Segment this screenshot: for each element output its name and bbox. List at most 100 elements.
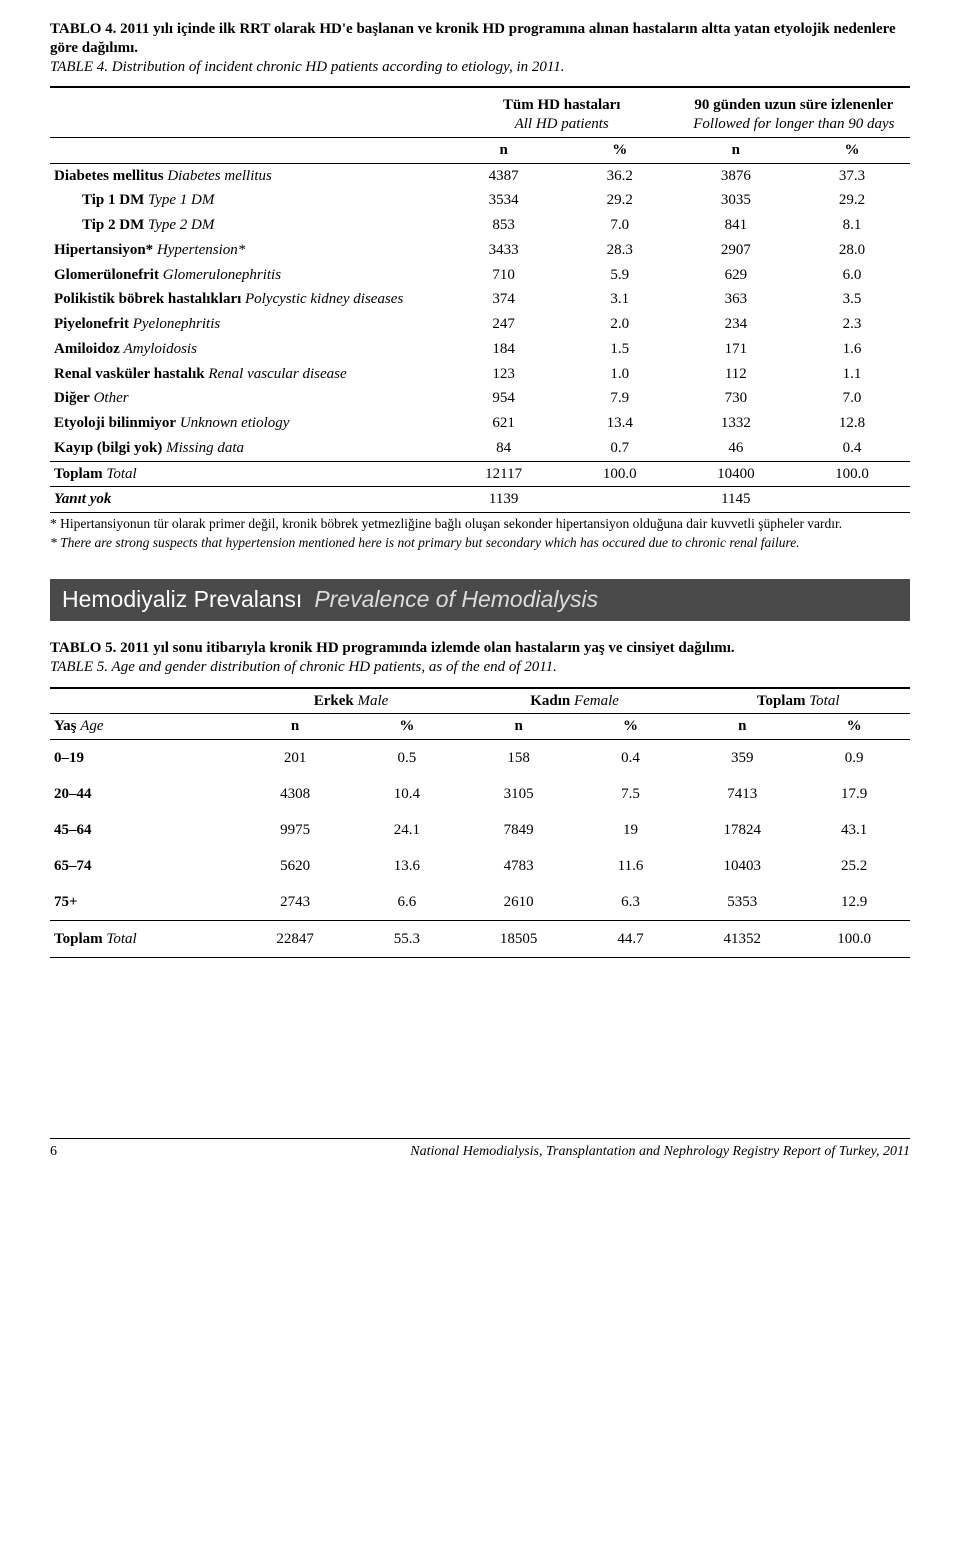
footer-text: National Hemodialysis, Transplantation a… [410, 1143, 910, 1161]
cell: 4308 [239, 776, 351, 812]
row-label: Diğer Other [50, 386, 446, 411]
cell: 10.4 [351, 776, 463, 812]
cell: 29.2 [562, 188, 678, 213]
cell: 7413 [686, 776, 798, 812]
sub-n2: n [678, 138, 794, 163]
cell: 100.0 [794, 462, 910, 487]
cell: 158 [463, 740, 575, 776]
row-label: Tip 1 DM Type 1 DM [50, 188, 446, 213]
cell: 730 [678, 386, 794, 411]
cell: 28.3 [562, 238, 678, 263]
cell: 1139 [446, 487, 562, 512]
cell: 100.0 [798, 921, 910, 957]
cell: 2.3 [794, 312, 910, 337]
cell: 2743 [239, 884, 351, 920]
table-row: 20–44430810.431057.5741317.9 [50, 776, 910, 812]
cell: 1.6 [794, 337, 910, 362]
row-label: Toplam Total [50, 921, 239, 957]
age-cell: 75+ [50, 884, 239, 920]
cell: 1.0 [562, 362, 678, 387]
cell: 0.9 [798, 740, 910, 776]
cell: 3433 [446, 238, 562, 263]
table4: Tüm HD hastaları All HD patients 90 günd… [50, 88, 910, 513]
t5-s5: % [798, 714, 910, 739]
cell: 1.1 [794, 362, 910, 387]
cell: 29.2 [794, 188, 910, 213]
row-label: Amiloidoz Amyloidosis [50, 337, 446, 362]
row-label: Polikistik böbrek hastalıkları Polycysti… [50, 287, 446, 312]
cell: 5620 [239, 848, 351, 884]
cell: 2.0 [562, 312, 678, 337]
table-row: Hipertansiyon* Hypertension*343328.32907… [50, 238, 910, 263]
cell: 3876 [678, 164, 794, 189]
cell: 171 [678, 337, 794, 362]
cell: 22847 [239, 921, 351, 957]
cell: 0.4 [794, 436, 910, 461]
section-heading: Hemodiyaliz Prevalansı Prevalence of Hem… [50, 579, 910, 621]
cell: 841 [678, 213, 794, 238]
cell: 4387 [446, 164, 562, 189]
t5-age-tr: Yaş [54, 718, 77, 734]
cell: 7.0 [562, 213, 678, 238]
hdr-group2-tr: 90 günden uzun süre izlenenler [694, 97, 893, 113]
cell: 6.6 [351, 884, 463, 920]
table-row: Diabetes mellitus Diabetes mellitus43873… [50, 164, 910, 189]
cell: 41352 [686, 921, 798, 957]
row-label: Toplam Total [50, 462, 446, 487]
age-cell: 0–19 [50, 740, 239, 776]
sub-p2: % [794, 138, 910, 163]
section-tr: Hemodiyaliz Prevalansı [62, 585, 302, 614]
cell: 954 [446, 386, 562, 411]
table4-footnote-en: * There are strong suspects that hyperte… [50, 535, 910, 551]
t5-s3: % [575, 714, 687, 739]
cell: 5.9 [562, 263, 678, 288]
cell: 123 [446, 362, 562, 387]
cell: 46 [678, 436, 794, 461]
cell: 10403 [686, 848, 798, 884]
t5-h2-tr: Kadın [530, 693, 570, 709]
cell: 112 [678, 362, 794, 387]
cell: 1.5 [562, 337, 678, 362]
row-label: Tip 2 DM Type 2 DM [50, 213, 446, 238]
age-cell: 20–44 [50, 776, 239, 812]
table-row: Tip 1 DM Type 1 DM353429.2303529.2 [50, 188, 910, 213]
cell: 3105 [463, 776, 575, 812]
cell: 0.7 [562, 436, 678, 461]
table-row: 65–74562013.6478311.61040325.2 [50, 848, 910, 884]
table4-header-row1: Tüm HD hastaları All HD patients 90 günd… [50, 88, 910, 137]
cell: 100.0 [562, 462, 678, 487]
table-row: Amiloidoz Amyloidosis1841.51711.6 [50, 337, 910, 362]
cell: 2907 [678, 238, 794, 263]
table5-caption-bold: TABLO 5. 2011 yıl sonu itibarıyla kronik… [50, 640, 735, 656]
t5-s4: n [686, 714, 798, 739]
t5-age-en: Age [80, 718, 103, 734]
cell: 7.0 [794, 386, 910, 411]
cell: 234 [678, 312, 794, 337]
page-footer: 6 National Hemodialysis, Transplantation… [50, 1138, 910, 1161]
sub-n1: n [446, 138, 562, 163]
t5-s1: % [351, 714, 463, 739]
table-row: Piyelonefrit Pyelonephritis2472.02342.3 [50, 312, 910, 337]
table4-caption-bold: TABLO 4. 2011 yılı içinde ilk RRT olarak… [50, 21, 896, 56]
cell: 13.4 [562, 411, 678, 436]
cell: 84 [446, 436, 562, 461]
table-row: Diğer Other9547.97307.0 [50, 386, 910, 411]
cell: 17.9 [798, 776, 910, 812]
table-row: Tip 2 DM Type 2 DM8537.08418.1 [50, 213, 910, 238]
cell: 10400 [678, 462, 794, 487]
table-row: 0–192010.51580.43590.9 [50, 740, 910, 776]
cell: 37.3 [794, 164, 910, 189]
cell: 6.0 [794, 263, 910, 288]
cell [562, 487, 678, 512]
cell: 5353 [686, 884, 798, 920]
t5-h3-en: Total [809, 693, 839, 709]
cell: 629 [678, 263, 794, 288]
cell: 0.4 [575, 740, 687, 776]
cell: 363 [678, 287, 794, 312]
t5-h3-tr: Toplam [757, 693, 806, 709]
table4-footnote-tr: * Hipertansiyonun tür olarak primer deği… [50, 516, 910, 532]
section-en: Prevalence of Hemodialysis [314, 585, 598, 614]
cell [794, 487, 910, 512]
cell: 1332 [678, 411, 794, 436]
cell: 12117 [446, 462, 562, 487]
